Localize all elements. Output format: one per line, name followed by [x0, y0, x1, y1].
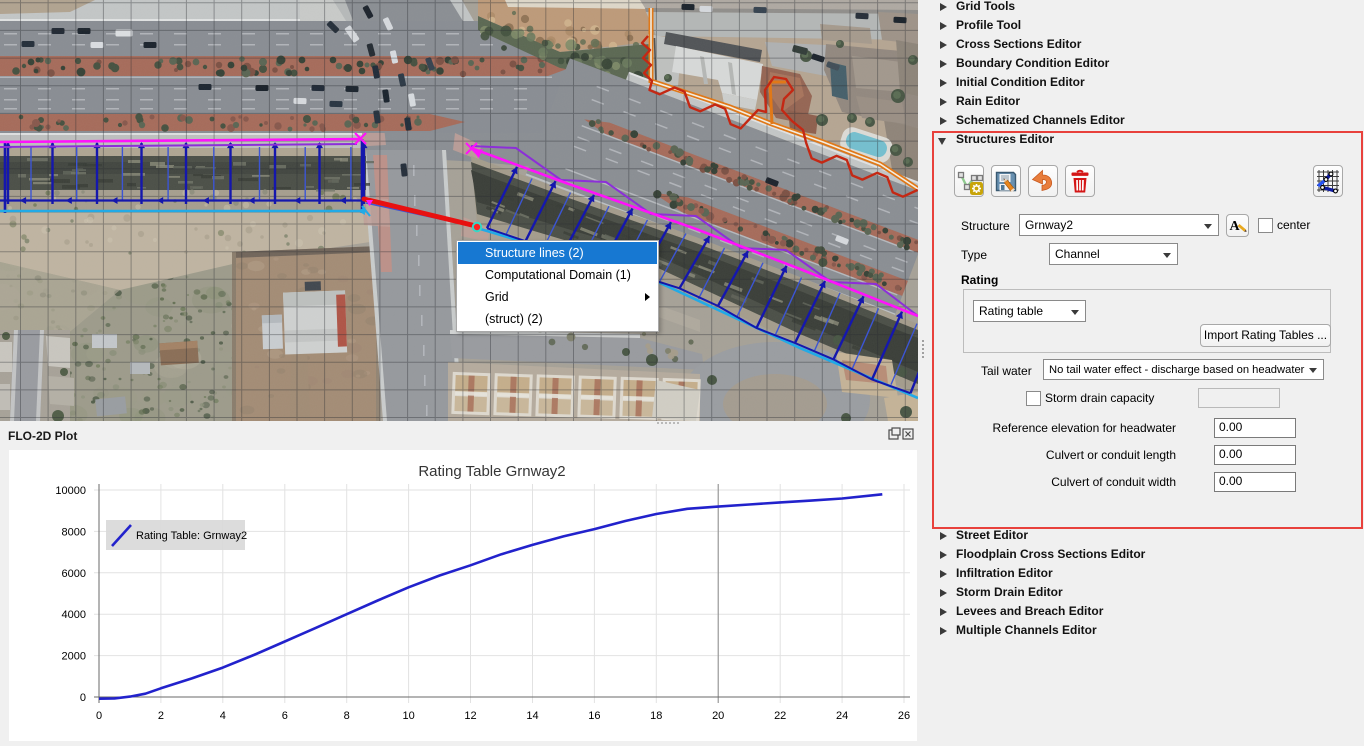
svg-text:FLO-2D Plot: FLO-2D Plot	[8, 429, 77, 443]
svg-text:0: 0	[96, 710, 102, 722]
svg-text:6000: 6000	[62, 568, 86, 580]
svg-text:Rating Table Grnway2: Rating Table Grnway2	[418, 463, 565, 480]
svg-text:10000: 10000	[55, 485, 86, 497]
svg-text:4: 4	[220, 710, 226, 722]
svg-text:14: 14	[526, 710, 538, 722]
svg-text:2000: 2000	[62, 651, 86, 663]
svg-text:Rating Table: Grnway2: Rating Table: Grnway2	[136, 530, 247, 542]
svg-text:18: 18	[650, 710, 662, 722]
svg-text:22: 22	[774, 710, 786, 722]
svg-text:20: 20	[712, 710, 724, 722]
svg-text:10: 10	[402, 710, 414, 722]
svg-text:2: 2	[158, 710, 164, 722]
svg-text:6: 6	[282, 710, 288, 722]
svg-text:24: 24	[836, 710, 848, 722]
svg-text:8000: 8000	[62, 526, 86, 538]
svg-text:0: 0	[80, 692, 86, 704]
svg-text:8: 8	[344, 710, 350, 722]
svg-text:12: 12	[464, 710, 476, 722]
svg-text:A: A	[1230, 219, 1241, 234]
svg-text:16: 16	[588, 710, 600, 722]
svg-text:26: 26	[898, 710, 910, 722]
svg-text:4000: 4000	[62, 609, 86, 621]
